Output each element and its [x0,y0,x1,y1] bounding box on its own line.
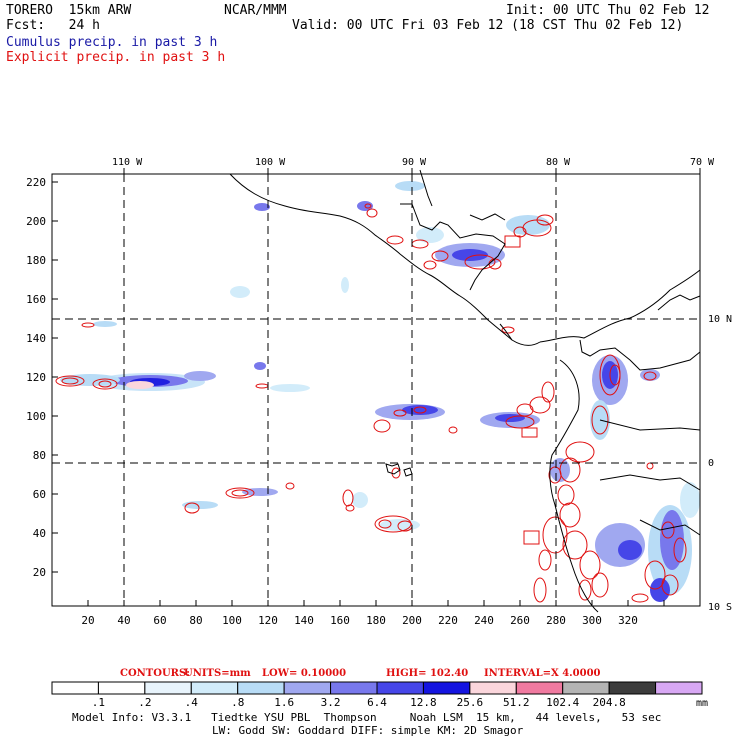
org-label: NCAR/MMM [224,3,287,18]
x-tick: 160 [330,614,350,627]
y-tick: 80 [33,449,46,462]
legend-label: 51.2 [503,696,530,709]
legend-label: .1 [92,696,105,709]
explicit-precip-label: Explicit precip. in past 3 h [6,50,226,65]
legend-label: 12.8 [410,696,437,709]
lon-label-110w: 110 W [112,157,143,168]
init-time: Init: 00 UTC Thu 02 Feb 12 [506,3,710,18]
legend-swatch [144,681,192,695]
color-legend [51,681,703,695]
x-tick: 80 [189,614,202,627]
lon-label-100w: 100 W [255,157,286,168]
y-tick: 200 [26,215,46,228]
x-tick: 260 [510,614,530,627]
cumulus-precip-shading [60,181,700,602]
legend-label: 25.6 [457,696,484,709]
contour-units: UNITS=mm [184,668,251,679]
x-tick: 140 [294,614,314,627]
y-tick: 100 [26,410,46,423]
y-tick: 40 [33,527,46,540]
legend-swatch [515,681,564,695]
contour-info: CONTOURS: UNITS=mm LOW= 0.10000 HIGH= 10… [120,668,601,679]
legend-swatch [97,681,146,695]
contour-high: HIGH= 102.40 [386,668,468,679]
y-tick: 220 [26,176,46,189]
x-tick: 240 [474,614,494,627]
y-tick: 140 [26,332,46,345]
model-info-line2: LW: Godd SW: Goddard DIFF: simple KM: 2D… [212,724,524,737]
x-tick: 40 [117,614,130,627]
legend-label: .4 [185,696,199,709]
y-tick-labels: 220 200 180 160 140 120 100 80 60 40 20 [26,176,46,579]
explicit-precip-contours [55,203,687,603]
contour-interval: INTERVAL=X 4.0000 [484,668,601,679]
legend-label: 3.2 [321,696,341,709]
x-tick: 280 [546,614,566,627]
lon-labels: 110 W 100 W 90 W 80 W 70 W [112,157,715,168]
lat-labels: 10 N 0 10 S [708,314,732,613]
legend-swatch [562,681,610,695]
x-tick: 180 [366,614,386,627]
legend-swatch [190,681,239,695]
coastlines [229,169,701,613]
legend-swatch [283,681,332,695]
y-tick: 180 [26,254,46,267]
legend-label: .8 [231,696,244,709]
model-title: TORERO 15km ARW [6,3,132,18]
y-tick: 120 [26,371,46,384]
model-info-line1: Model Info: V3.3.1 Tiedtke YSU PBL Thomp… [72,711,662,724]
lon-label-80w: 80 W [546,157,571,168]
legend-swatch [376,681,424,695]
contour-label: CONTOURS: [120,668,190,679]
legend-swatch [237,681,285,695]
x-tick: 200 [402,614,422,627]
legend-swatch [51,681,99,695]
x-tick: 300 [582,614,602,627]
x-tick: 120 [258,614,278,627]
legend-swatch [330,681,378,695]
contour-low: LOW= 0.10000 [262,668,346,679]
lat-label-0: 0 [708,458,714,469]
x-tick: 220 [438,614,458,627]
cumulus-precip-label: Cumulus precip. in past 3 h [6,35,218,50]
x-tick-labels: 20 40 60 80 100 120 140 160 180 200 220 … [81,614,638,627]
legend-label: 1.6 [274,696,294,709]
valid-time: Valid: 00 UTC Fri 03 Feb 12 (18 CST Thu … [292,18,684,33]
legend-labels: .1 .2 .4 .8 1.6 3.2 6.4 12.8 25.6 51.2 102.4 204.8 [92,696,626,709]
legend-label: 204.8 [593,696,626,709]
x-tick: 100 [222,614,242,627]
legend-swatch [655,681,703,695]
legend-unit: mm [696,698,708,709]
forecast-hour: Fcst: 24 h [6,18,100,33]
y-tick: 60 [33,488,46,501]
x-tick: 20 [81,614,94,627]
lat-label-10s: 10 S [708,602,732,613]
legend-label: 6.4 [367,696,387,709]
legend-swatch [608,681,657,695]
x-tick: 320 [618,614,638,627]
latlon-grid [52,174,700,606]
frame-ticks [52,168,701,606]
lon-label-90w: 90 W [402,157,427,168]
legend-label: .2 [138,696,151,709]
legend-label: 102.4 [546,696,579,709]
y-tick: 160 [26,293,46,306]
legend-swatch [469,681,517,695]
lon-label-70w: 70 W [690,157,715,168]
y-tick: 20 [33,566,46,579]
legend-swatch [422,681,471,695]
lat-label-10n: 10 N [708,314,732,325]
x-tick: 60 [153,614,166,627]
